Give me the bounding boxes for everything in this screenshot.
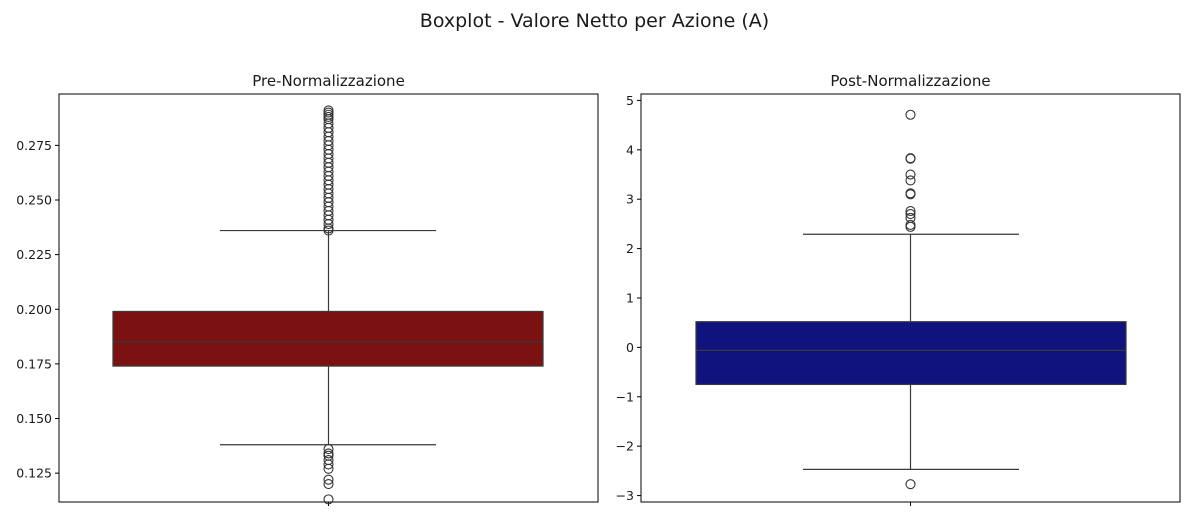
left-ytick-label: 0.150 [16, 411, 52, 426]
right-outlier-point [905, 219, 916, 230]
right-outlier-point [905, 109, 916, 120]
right-ytick-label: −2 [616, 439, 634, 454]
left-ytick-label: 0.275 [16, 138, 52, 153]
right-ytick-label: 0 [626, 340, 634, 355]
right-boxplot-panel: Post-Normalizzazione −3 −2 −1 0 1 2 3 4 5 [616, 72, 1181, 506]
left-outlier-point [323, 225, 334, 236]
right-ytick-label: −3 [616, 488, 634, 503]
left-outlier-point [323, 218, 334, 230]
left-outlier-point [323, 459, 334, 470]
left-panel-title: Pre-Normalizzazione [252, 72, 405, 90]
left-ytick-label: 0.125 [16, 466, 52, 481]
left-outlier-point [323, 494, 334, 505]
left-box-iqr [112, 310, 544, 367]
right-box-iqr [695, 321, 1127, 386]
right-outlier-point [905, 221, 916, 232]
right-ytick-label: 4 [626, 142, 634, 157]
right-outlier-point [905, 479, 916, 490]
right-ytick-label: 3 [626, 192, 634, 207]
left-ytick-label: 0.250 [16, 192, 52, 207]
left-ytick-label: 0.175 [16, 356, 52, 371]
right-outlier-point [905, 169, 916, 180]
left-outlier-point [323, 444, 334, 455]
left-outlier-point [323, 479, 334, 490]
right-outlier-point [905, 189, 916, 200]
left-boxplot-panel: Pre-Normalizzazione 0.125 0.150 0.175 0.200… [16, 72, 599, 506]
right-ytick-label: 1 [626, 291, 634, 306]
left-outlier-point [323, 463, 334, 474]
left-ytick-label: 0.200 [16, 302, 52, 317]
right-ytick-label: 5 [626, 93, 634, 108]
right-ytick-label: 2 [626, 241, 634, 256]
right-outlier-point [905, 208, 916, 220]
left-ytick-label: 0.225 [16, 247, 52, 262]
right-outlier-point [905, 175, 916, 186]
left-outlier-point [323, 474, 334, 485]
figure-title: Boxplot - Valore Netto per Azione (A) [420, 10, 769, 32]
right-ytick-label: −1 [616, 389, 634, 404]
right-panel-title: Post-Normalizzazione [830, 72, 990, 90]
right-outlier-point [905, 206, 916, 217]
right-outlier-point [905, 153, 916, 164]
